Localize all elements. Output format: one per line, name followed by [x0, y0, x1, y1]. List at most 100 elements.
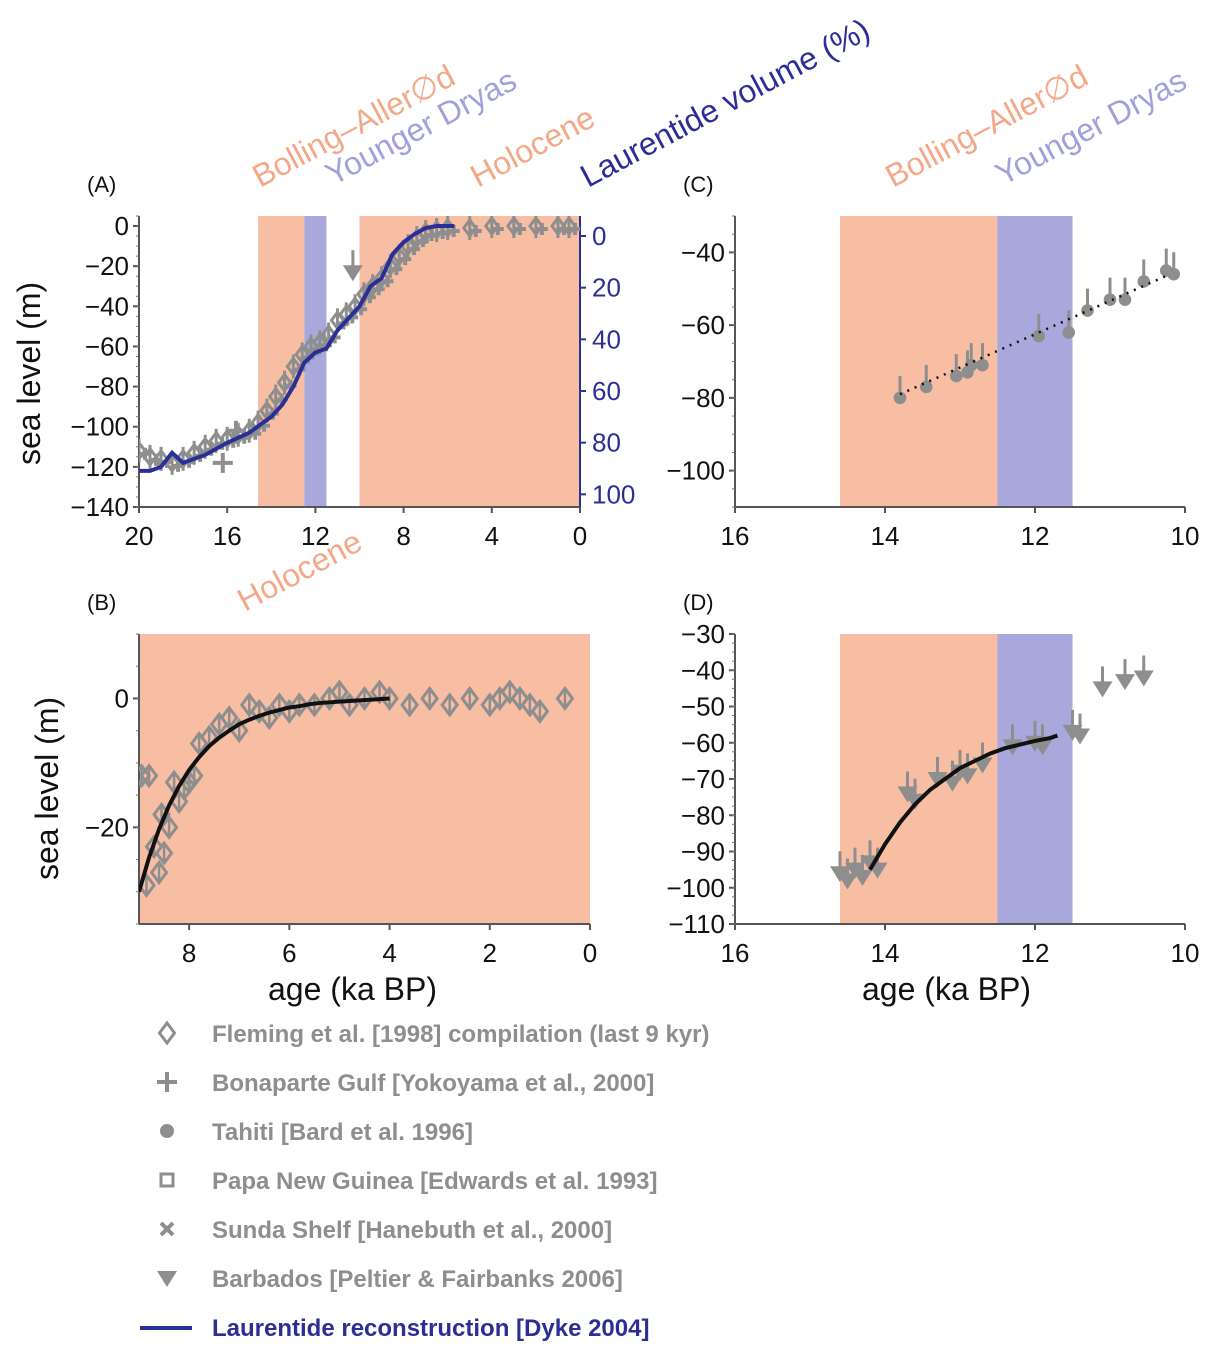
x-tick-label: 2	[483, 938, 497, 968]
y2-tick-label: 100	[592, 479, 635, 509]
data-point	[520, 692, 540, 718]
x-tick-label: 16	[721, 938, 750, 968]
x-tick-label: 12	[1021, 521, 1050, 551]
y-tick-label: −110	[668, 909, 725, 939]
period-label-laurentide: Laurentide volume (%)	[574, 11, 875, 194]
data-point	[500, 679, 520, 705]
y-tick-label: −80	[681, 800, 725, 830]
panel-d: 16 14 12 10 −30 −40 −50 −60 −70 −80 −90 −100 −110 (D)	[666, 590, 1199, 968]
data-point	[239, 692, 259, 718]
data-point	[144, 834, 164, 860]
data-point	[852, 869, 873, 886]
y-axis-title-b: sea level (m)	[29, 697, 65, 880]
y-tick-label: 0	[115, 211, 129, 241]
x-tick-label: 4	[382, 938, 396, 968]
y-tick-label: −80	[681, 383, 725, 413]
data-point	[510, 685, 530, 711]
data-point	[1133, 670, 1154, 687]
legend-label: Laurentide reconstruction [Dyke 2004]	[212, 1315, 649, 1342]
y-tick-label: −90	[681, 837, 725, 867]
data-point	[927, 772, 948, 788]
data-point	[212, 452, 233, 473]
legend-marker-diamond	[157, 1020, 177, 1046]
data-point	[555, 685, 575, 711]
legend-item: Papa New Guinea [Edwards et al. 1993]	[159, 1168, 658, 1195]
data-point	[1167, 267, 1181, 281]
panel-label: (C)	[683, 172, 714, 197]
x-tick-label: 8	[182, 938, 196, 968]
data-point	[513, 223, 526, 236]
plot-area	[139, 216, 580, 475]
panel-label: (D)	[683, 590, 714, 615]
x-tick-label: 14	[871, 938, 900, 968]
data-point	[269, 692, 289, 718]
y2-tick-label: 40	[592, 324, 621, 354]
data-point	[149, 859, 169, 885]
data-point	[1118, 293, 1132, 306]
shade-holocene	[139, 634, 590, 924]
data-point	[976, 358, 989, 372]
legend-label: Sunda Shelf [Hanebuth et al., 2000]	[212, 1217, 612, 1244]
data-point	[380, 685, 399, 711]
legend-item: Tahiti [Bard et al. 1996]	[160, 1119, 473, 1146]
data-point	[440, 692, 460, 718]
y-tick-label: −40	[681, 237, 725, 267]
x-tick-label: 10	[1171, 938, 1200, 968]
data-point	[381, 275, 394, 288]
data-point	[949, 369, 963, 383]
legend-item: Fleming et al. [1998] compilation (last …	[157, 1020, 709, 1048]
x-axis-title-d: age (ka BP)	[862, 971, 1031, 1007]
y-tick-label: −70	[681, 764, 725, 794]
period-label-holocene-b: Holocene	[231, 523, 367, 618]
y-tick-label: −60	[681, 310, 725, 340]
x-tick-label: 14	[871, 521, 900, 551]
x-tick-label: 0	[573, 521, 587, 551]
y2-tick-label: 0	[592, 221, 606, 251]
panel-label: (A)	[87, 172, 116, 197]
data-point	[390, 263, 403, 276]
y-tick-label: −80	[85, 372, 129, 402]
data-point	[370, 679, 389, 705]
y-tick-label: −20	[85, 251, 129, 281]
panels: 20 16 12 8 4 00−20−40−60−80−100−120−140020406…	[70, 172, 1199, 968]
legend-marker-triangle-down	[157, 1271, 177, 1287]
plot-area	[830, 655, 1154, 890]
data-point	[355, 685, 374, 711]
data-point	[219, 705, 239, 731]
data-point	[535, 223, 548, 236]
shade-younger-dryas	[997, 216, 1073, 507]
y-tick-label: −40	[681, 655, 725, 685]
legend-label: Tahiti [Bard et al. 1996]	[212, 1119, 473, 1146]
panel-b: 8 6 4 2 0 0 −20 (B)	[85, 590, 597, 968]
x-tick-label: 0	[583, 938, 597, 968]
data-point	[919, 380, 933, 394]
y-axis-title-a: sea level (m)	[11, 282, 47, 465]
panel-label: (B)	[87, 590, 116, 615]
legend-marker-plus	[157, 1072, 177, 1092]
legend-label: Fleming et al. [1998] compilation (last …	[212, 1021, 709, 1048]
laurentide-line	[139, 224, 455, 473]
fit-line	[139, 696, 390, 893]
legend-marker-x	[159, 1221, 175, 1237]
data-point	[1032, 329, 1046, 343]
x-tick-label: 12	[1021, 938, 1050, 968]
trend-line	[899, 273, 1171, 396]
plot-area	[893, 248, 1181, 405]
data-point	[249, 698, 269, 724]
x-tick-label: 4	[485, 521, 499, 551]
y-tick-label: −50	[681, 692, 725, 722]
x-axis-title-b: age (ka BP)	[268, 971, 437, 1007]
data-point	[1137, 275, 1151, 288]
data-point	[159, 814, 179, 840]
y-tick-label: −100	[70, 412, 129, 442]
y-tick-label: 0	[115, 683, 129, 713]
x-tick-label: 20	[125, 521, 154, 551]
data-point	[400, 692, 419, 718]
x-tick-label: 10	[1171, 521, 1200, 551]
y-tick-label: −100	[666, 873, 725, 903]
y-tick-label: −20	[85, 812, 129, 842]
data-point	[1032, 739, 1053, 756]
data-point	[1092, 681, 1113, 698]
x-tick-label: 16	[213, 521, 242, 551]
